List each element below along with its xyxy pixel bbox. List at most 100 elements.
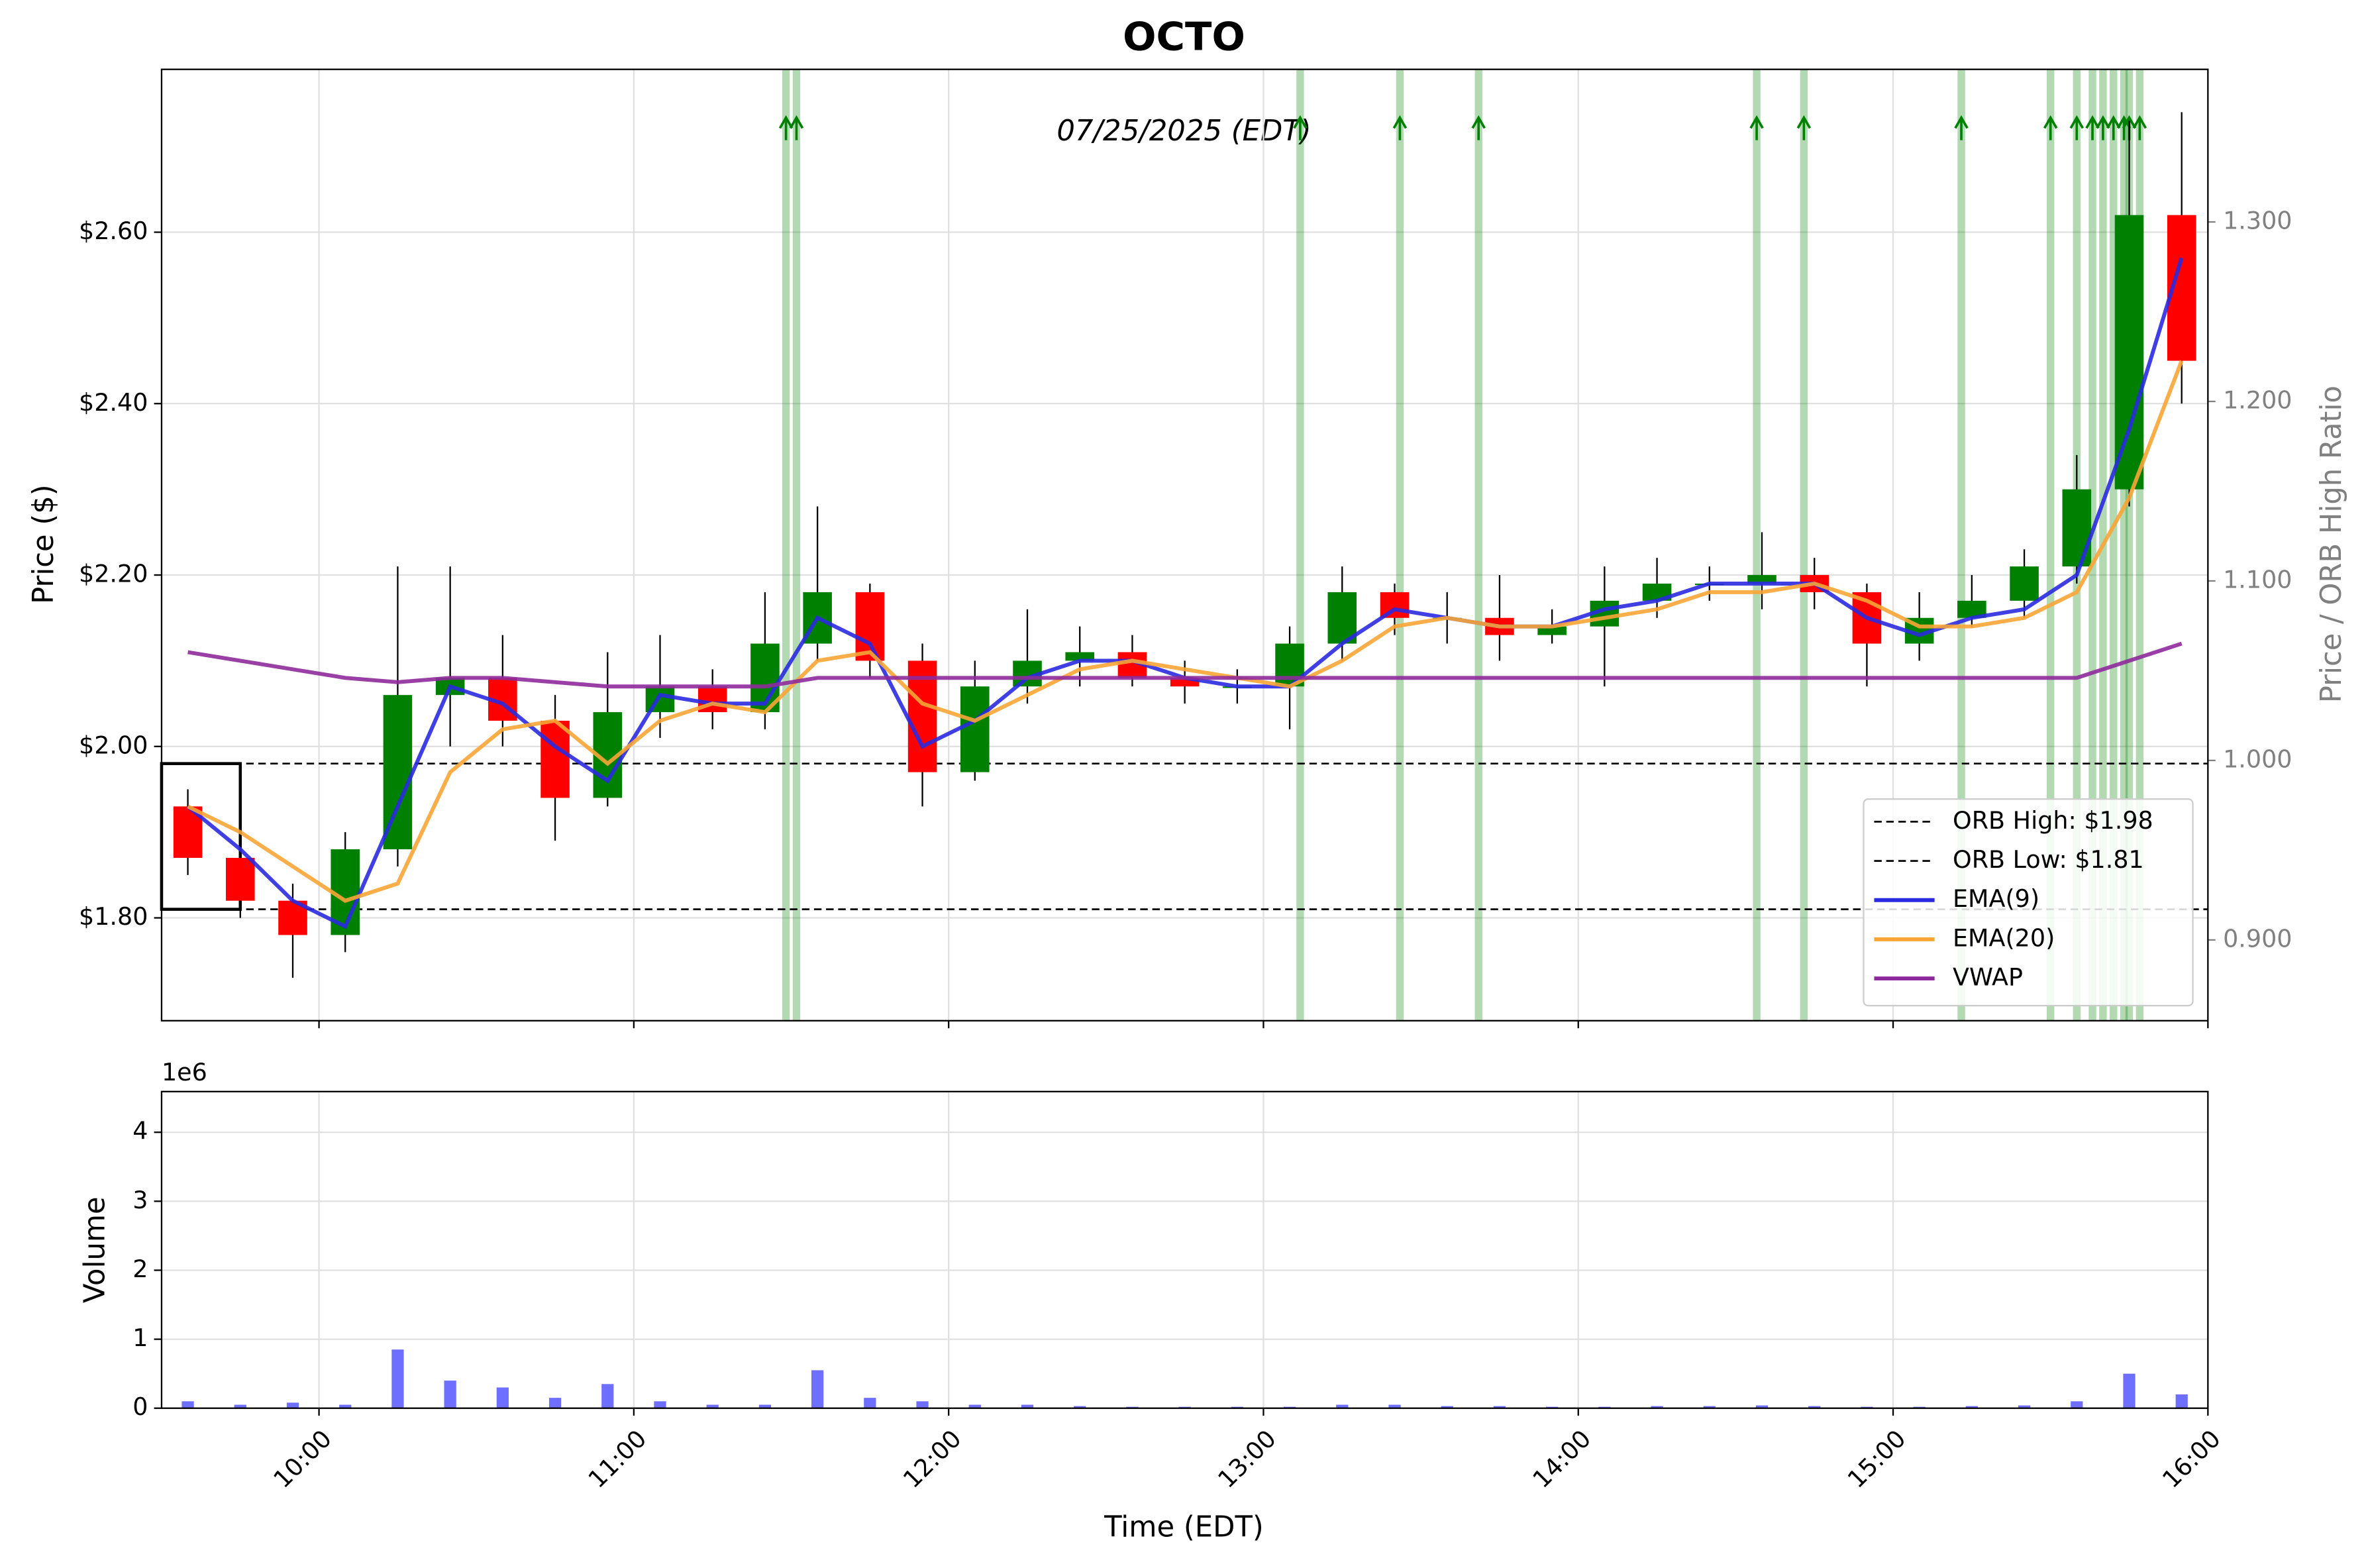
candle-body (1537, 626, 1567, 635)
legend: ORB High: $1.98 ORB Low: $1.81 EMA(9) EMA(2… (1863, 798, 2194, 1007)
indicator-line (187, 641, 2183, 689)
signal-span (792, 69, 801, 1021)
volume-axis-label: Volume (78, 1196, 111, 1303)
y2-tick-label: 1.200 (2223, 386, 2292, 415)
volume-bar (601, 1384, 614, 1408)
y-tick-label: $2.00 (79, 731, 148, 759)
signal-arrow (2116, 115, 2132, 140)
candle-body (541, 720, 570, 798)
legend-label: EMA(20) (1953, 923, 2055, 952)
candle-body (2010, 566, 2039, 601)
signal-span (782, 69, 790, 1021)
signal-arrow (1954, 115, 1969, 140)
y-tick-label: 2 (132, 1255, 148, 1283)
signal-arrow (789, 115, 804, 140)
y2-tick-label: 0.900 (2223, 924, 2292, 953)
volume-bar (339, 1404, 352, 1408)
legend-label: ORB Low: $1.81 (1953, 845, 2144, 874)
signal-arrow (1749, 115, 1764, 140)
volume-bar (706, 1404, 719, 1408)
volume-bar (1021, 1404, 1034, 1408)
volume-bar (391, 1349, 404, 1408)
volume-bar (444, 1381, 456, 1408)
volume-bar (2175, 1394, 2188, 1408)
chart-subtitle: 07/25/2025 (EDT) (1056, 115, 1311, 148)
legend-label: VWAP (1953, 963, 2023, 992)
candle-body (855, 592, 885, 661)
signal-span (2088, 69, 2096, 1021)
volume-bar (2071, 1401, 2083, 1408)
signal-arrow (1392, 115, 1408, 140)
volume-bar (1965, 1406, 1978, 1408)
volume-bar (1388, 1404, 1401, 1408)
y2-tick-label: 1.000 (2223, 745, 2292, 773)
volume-bar (2018, 1405, 2031, 1408)
signal-arrow (2132, 115, 2147, 140)
signal-arrow (2096, 115, 2110, 140)
signal-span (2136, 69, 2144, 1021)
candle-body (1065, 652, 1094, 661)
signal-arrow (1471, 115, 1486, 140)
volume-bar (1336, 1404, 1349, 1408)
x-axis-label: Time (EDT) (1104, 1510, 1264, 1543)
signal-span (1296, 69, 1304, 1021)
signal-arrow (2106, 115, 2121, 140)
signal-span (1474, 69, 1482, 1021)
volume-bar (916, 1401, 929, 1408)
y2-axis-label: Price / ORB High Ratio (2315, 386, 2348, 703)
y-tick-label: 4 (132, 1117, 148, 1145)
y-tick-label: 3 (132, 1186, 148, 1214)
volume-bar (286, 1402, 299, 1408)
signal-span (2110, 69, 2118, 1021)
plot-frame (160, 68, 2209, 1021)
y2-tick-label: 1.100 (2223, 565, 2292, 594)
volume-bar (864, 1398, 876, 1408)
volume-bar (758, 1404, 772, 1408)
volume-bar (548, 1398, 562, 1408)
signal-span (1396, 69, 1404, 1021)
volume-bar (654, 1401, 666, 1408)
chart-title: OCTO (1123, 13, 1245, 59)
signal-span (1753, 69, 1761, 1021)
signal-arrow (1796, 115, 1812, 140)
volume-bar (2123, 1373, 2136, 1408)
volume-bar (1703, 1406, 1716, 1408)
volume-bar (234, 1404, 246, 1408)
volume-bar (1755, 1405, 1769, 1408)
signal-span (2125, 69, 2134, 1021)
volume-bar (496, 1387, 509, 1408)
y2-tick-label: 1.300 (2223, 207, 2292, 235)
candle-body (2114, 215, 2144, 490)
signal-arrow (2043, 115, 2058, 140)
volume-bar (1441, 1406, 1453, 1408)
offset-label: 1e6 (162, 1058, 207, 1086)
y-tick-label: 0 (132, 1392, 148, 1421)
y-tick-label: $1.80 (79, 902, 148, 931)
signal-span (2120, 69, 2128, 1021)
y-tick-label: $2.60 (79, 217, 148, 245)
volume-frame (160, 1090, 2209, 1409)
candle-body (960, 686, 990, 772)
candle-body (225, 858, 255, 901)
volume-bar (1074, 1406, 1086, 1408)
signal-span (1957, 69, 1965, 1021)
volume-bar (1808, 1406, 1821, 1408)
volume-bar (968, 1404, 981, 1408)
volume-bar (181, 1401, 194, 1408)
y-tick-label: $2.40 (79, 388, 148, 417)
candle-body (2062, 489, 2092, 567)
volume-bar (811, 1370, 824, 1408)
signal-arrow (2069, 115, 2084, 140)
signal-arrow (2085, 115, 2100, 140)
volume-bar (1651, 1406, 1663, 1408)
signal-arrow (1293, 115, 1308, 140)
y-tick-label: 1 (132, 1324, 148, 1352)
indicator-line (187, 360, 2184, 903)
volume-bar (1493, 1406, 1506, 1408)
signal-arrow (778, 115, 794, 140)
y-axis-label: Price ($) (27, 484, 60, 603)
signal-span (1800, 69, 1808, 1021)
